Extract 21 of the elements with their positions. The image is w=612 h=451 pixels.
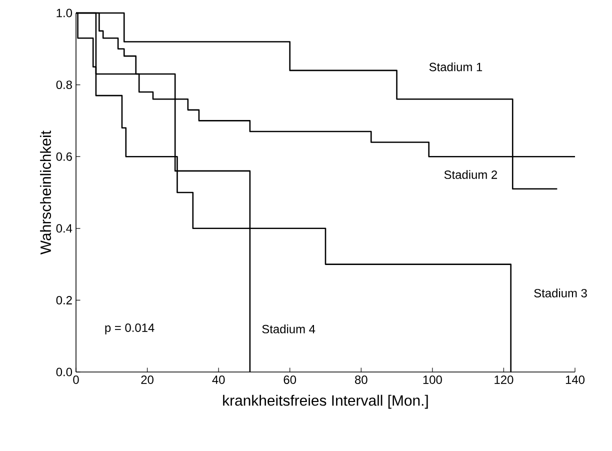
y-tick-label: 1.0 xyxy=(56,8,72,18)
y-tick-label: 0.2 xyxy=(56,296,72,304)
series-label: Stadium 2 xyxy=(444,170,497,179)
x-tick-label: 140 xyxy=(566,376,585,384)
text: Stadium 1 xyxy=(429,62,482,72)
y-axis-title: Wahrscheinlichkeit xyxy=(40,130,52,254)
y-tick-label: 0.6 xyxy=(56,152,72,161)
series-label: Stadium 4 xyxy=(262,324,316,334)
x-tick-label: 40 xyxy=(212,376,225,384)
x-tick-label: 100 xyxy=(423,376,442,384)
x-tick-label: 80 xyxy=(355,376,368,384)
y-tick-label: 0.0 xyxy=(56,368,72,376)
x-tick-label: 120 xyxy=(494,376,514,384)
y-tick-label: 0.8 xyxy=(56,80,72,90)
x-tick-label: 60 xyxy=(284,376,296,384)
x-axis-title: krankheitsfreies Intervall [Mon.] xyxy=(223,394,428,409)
x-tick-label: 20 xyxy=(141,376,154,384)
annotation: p = 0.014 xyxy=(105,324,154,334)
series-label: Stadium 3 xyxy=(534,288,587,298)
x-tick-label: 0 xyxy=(73,376,79,384)
y-tick-label: 0.4 xyxy=(56,224,72,233)
